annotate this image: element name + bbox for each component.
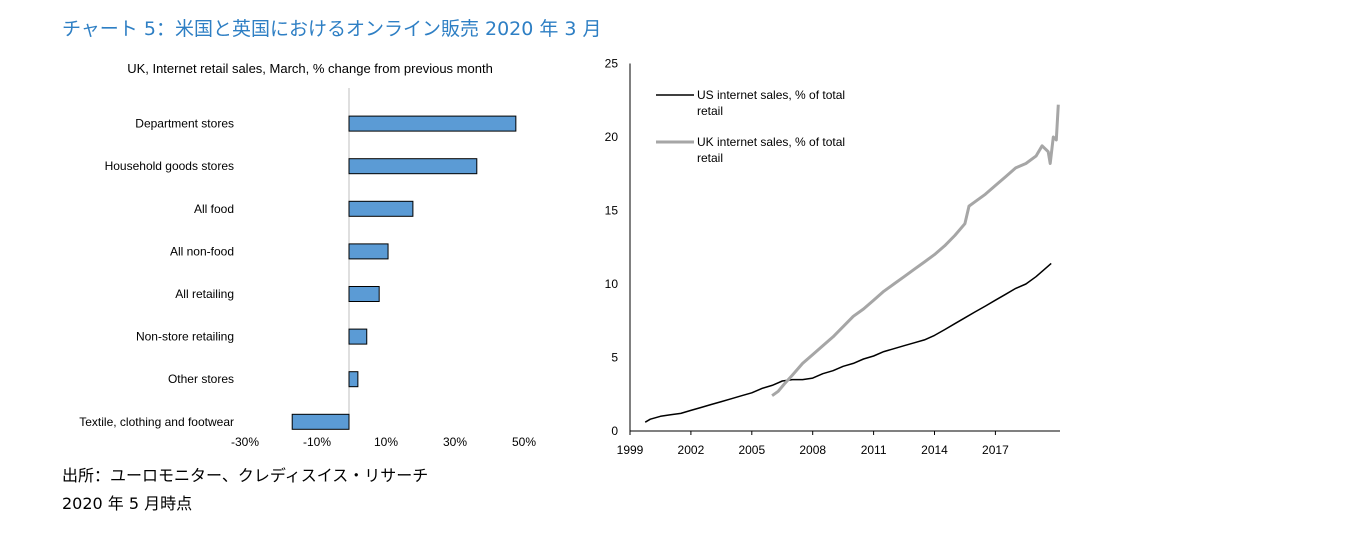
y-tick-label: 10 xyxy=(605,277,619,291)
bar-chart-title: UK, Internet retail sales, March, % chan… xyxy=(127,61,493,76)
legend-label: US internet sales, % of total retail xyxy=(697,88,845,118)
bar xyxy=(348,286,380,302)
y-tick-labels: 0 5 10 15 20 25 xyxy=(605,57,619,439)
x-tick-label: 2014 xyxy=(921,443,948,457)
x-tick-label: 2008 xyxy=(799,443,826,457)
page-title: チャート 5：米国と英国におけるオンライン販売 2020 年 3 月 xyxy=(62,18,602,40)
x-tick-label: 2005 xyxy=(738,443,765,457)
category-label: Non-store retailing xyxy=(136,330,234,344)
axes xyxy=(629,63,1060,435)
x-tick-label: 10% xyxy=(374,435,398,449)
lines-layer xyxy=(644,104,1060,423)
category-label: Household goods stores xyxy=(105,159,234,173)
category-label: All non-food xyxy=(170,244,234,258)
bar-labels-layer: Department stores Household goods stores A… xyxy=(79,117,234,429)
category-label: Textile, clothing and footwear xyxy=(79,415,234,429)
category-label: Department stores xyxy=(135,117,234,131)
y-tick-label: 0 xyxy=(611,424,618,438)
bar xyxy=(348,328,368,345)
x-tick-label: 2002 xyxy=(678,443,705,457)
bar xyxy=(348,371,359,388)
uk-bar-chart: UK, Internet retail sales, March, % chan… xyxy=(79,61,536,449)
us-series-line xyxy=(644,262,1052,423)
y-tick-label: 15 xyxy=(605,204,619,218)
x-tick-label: 50% xyxy=(512,435,536,449)
bar xyxy=(348,200,414,217)
legend: US internet sales, % of total retail UK in… xyxy=(656,88,845,165)
x-tick-label: 1999 xyxy=(617,443,644,457)
x-tick-label: -10% xyxy=(303,435,331,449)
legend-label: UK internet sales, % of total retail xyxy=(697,135,845,165)
bar xyxy=(348,158,478,175)
category-label: Other stores xyxy=(168,372,234,386)
category-label: All retailing xyxy=(175,287,234,301)
bars-layer xyxy=(291,88,517,430)
bar xyxy=(348,243,389,260)
x-tick-labels-years: 1999 2002 2005 2008 2011 2014 2017 xyxy=(617,443,1009,457)
bar xyxy=(291,413,350,430)
category-label: All food xyxy=(194,202,234,216)
x-tick-labels: -30% -10% 10% 30% 50% xyxy=(231,435,536,449)
y-tick-label: 25 xyxy=(605,57,619,71)
x-tick-label: 30% xyxy=(443,435,467,449)
x-tick-label: -30% xyxy=(231,435,259,449)
y-tick-label: 20 xyxy=(605,130,619,144)
y-tick-label: 5 xyxy=(611,351,618,365)
x-tick-label: 2011 xyxy=(861,443,887,457)
source-note: 出所：ユーロモニター、クレディスイス・リサーチ xyxy=(62,466,429,485)
bar xyxy=(348,115,517,132)
x-tick-label: 2017 xyxy=(982,443,1009,457)
uk-series-line xyxy=(771,104,1060,397)
date-note: 2020 年 5 月時点 xyxy=(62,494,193,513)
